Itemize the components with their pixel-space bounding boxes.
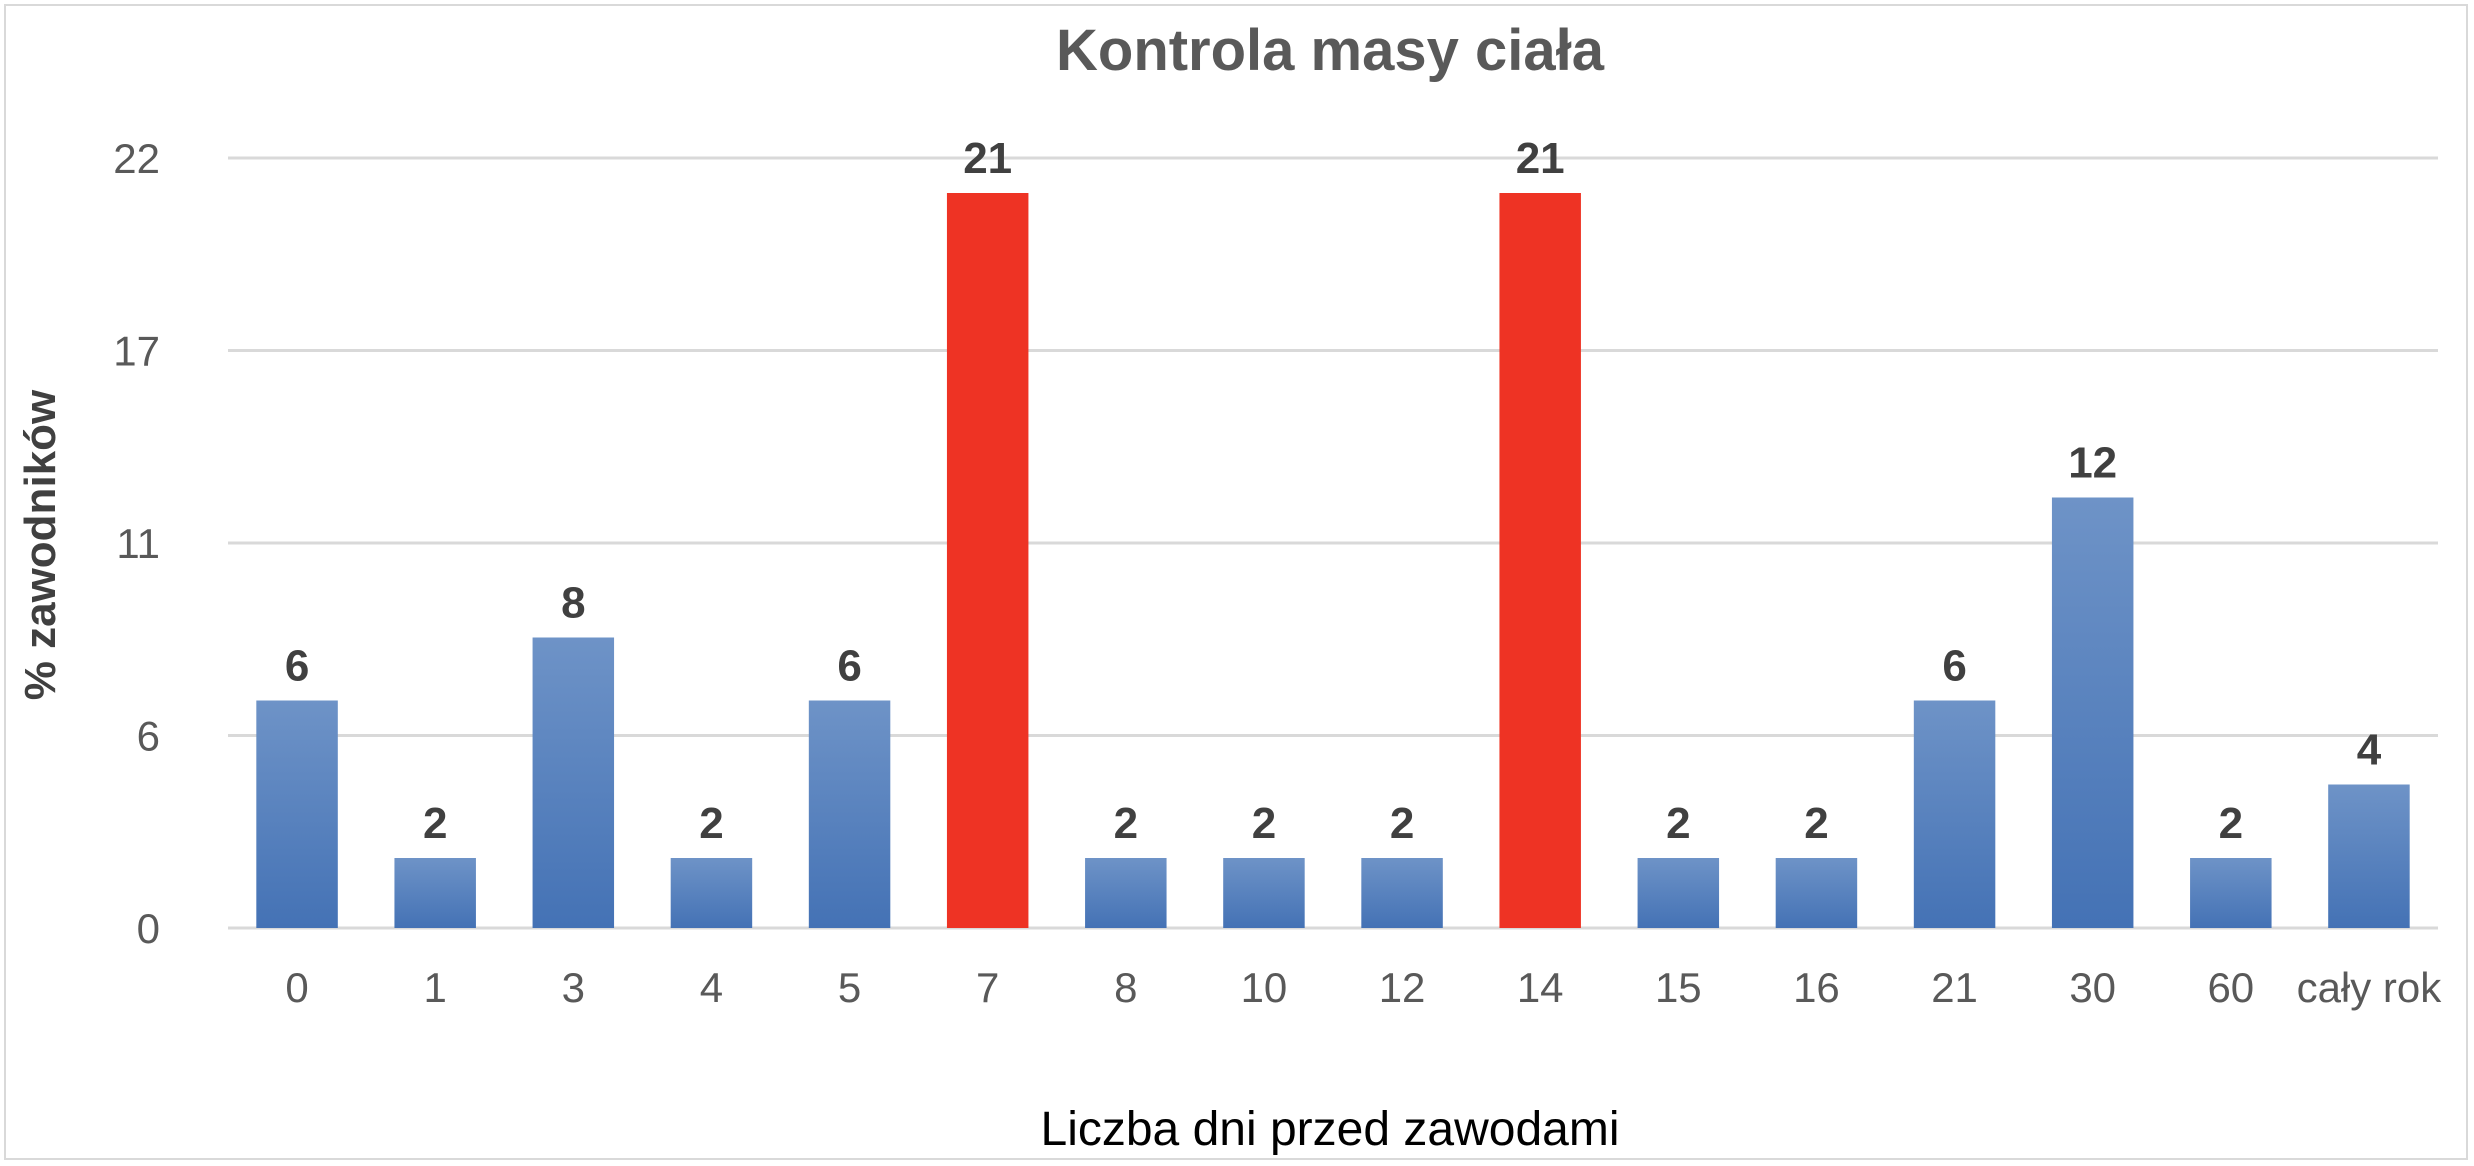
x-axis-ticks: 0 1 3 4 5 7 8 10 12 14 15 16 21 30 60 cały rok [285,964,2442,1011]
data-label: 21 [963,134,1012,183]
data-labels: 6 2 8 2 6 21 2 2 2 21 2 2 6 12 2 4 [285,134,2382,848]
chart-title: Kontrola masy ciała [1056,18,1605,83]
y-axis-ticks: 0 6 11 17 22 [113,135,160,952]
data-label: 2 [423,799,447,848]
x-tick-label: 15 [1655,964,1702,1011]
bar-8 [1085,858,1167,928]
bar-21 [1913,700,1996,928]
data-label: 2 [1114,799,1138,848]
x-tick-label: cały rok [2297,964,2443,1011]
x-tick-label: 16 [1793,964,1840,1011]
bar-10 [1223,858,1305,928]
x-tick-label: 10 [1241,964,1288,1011]
bars [256,193,2410,928]
x-tick-label: 7 [976,964,999,1011]
x-axis-title: Liczba dni przed zawodami [1041,1103,1620,1156]
data-label: 12 [2068,439,2117,488]
bar-1 [394,858,476,928]
data-label: 21 [1516,134,1565,183]
bar-4 [670,858,753,928]
data-label: 2 [1804,799,1828,848]
y-tick-label: 0 [137,905,160,952]
x-tick-label: 12 [1379,964,1426,1011]
data-label: 6 [837,642,861,691]
bar-5 [808,700,891,928]
x-tick-label: 30 [2069,964,2116,1011]
data-label: 6 [1942,642,1966,691]
data-label: 2 [1666,799,1690,848]
x-tick-label: 60 [2207,964,2254,1011]
bar-12 [1361,858,1443,928]
bar-cały-rok [2328,784,2410,928]
x-tick-label: 3 [562,964,585,1011]
data-label: 2 [2219,799,2243,848]
data-label: 2 [699,799,723,848]
bar-3 [532,637,615,928]
x-tick-label: 4 [700,964,723,1011]
bar-7 [946,193,1029,928]
x-tick-label: 21 [1931,964,1978,1011]
data-label: 8 [561,579,585,628]
x-tick-label: 1 [424,964,447,1011]
data-label: 2 [1390,799,1414,848]
bar-0 [256,700,338,928]
y-tick-label: 22 [113,135,160,182]
bar-16 [1775,858,1858,928]
y-tick-label: 11 [116,520,160,567]
bar-15 [1637,858,1720,928]
x-tick-label: 14 [1517,964,1564,1011]
x-tick-label: 5 [838,964,861,1011]
data-label: 6 [285,642,309,691]
data-label: 2 [1252,799,1276,848]
bar-14 [1499,193,1581,928]
x-tick-label: 0 [285,964,308,1011]
y-axis-title: % zawodników [16,389,65,700]
data-label: 4 [2357,726,2382,775]
x-tick-label: 8 [1114,964,1137,1011]
bar-60 [2190,858,2272,928]
y-tick-label: 6 [137,713,160,760]
bar-30 [2051,497,2134,928]
y-tick-label: 17 [113,328,160,375]
